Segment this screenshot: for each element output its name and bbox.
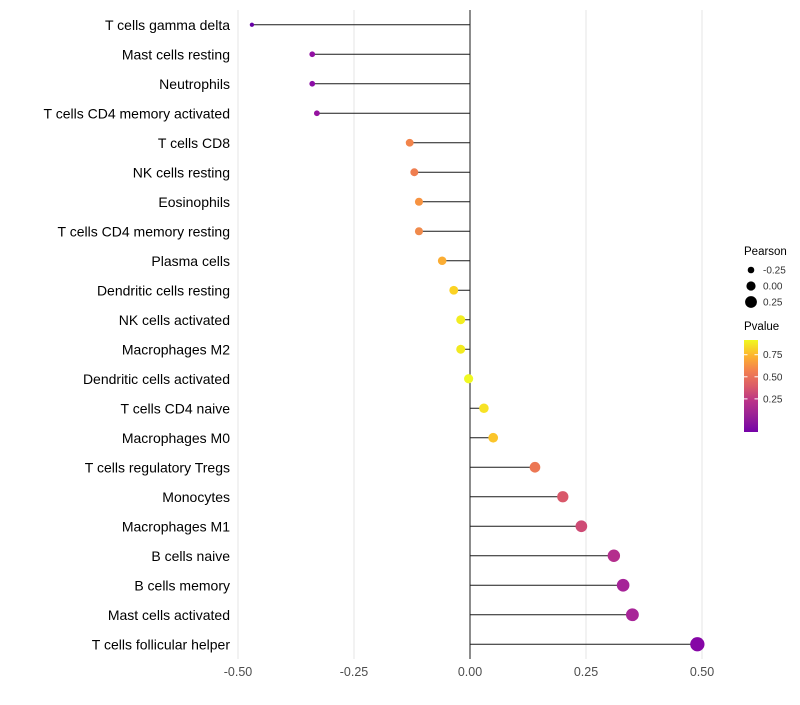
category-label: B cells memory: [134, 577, 230, 593]
category-label: T cells CD4 naive: [121, 400, 231, 416]
size-legend-label: 0.00: [763, 282, 783, 293]
size-legend-label: 0.25: [763, 298, 783, 309]
x-tick-label: 0.50: [690, 665, 714, 679]
size-legend-title: Pearson: [744, 246, 787, 258]
x-tick-label: -0.25: [340, 665, 369, 679]
category-label: Macrophages M2: [122, 341, 230, 357]
category-label: T cells CD8: [158, 135, 230, 151]
data-point: [575, 520, 588, 533]
category-label: T cells gamma delta: [105, 17, 230, 33]
color-legend-label: 0.25: [763, 394, 783, 405]
data-point: [456, 344, 466, 354]
data-point: [449, 285, 459, 295]
category-label: Macrophages M1: [122, 518, 230, 534]
x-tick-label: 0.00: [458, 665, 482, 679]
data-point: [410, 168, 419, 177]
data-point: [414, 197, 423, 206]
color-legend-label: 0.75: [763, 350, 783, 361]
data-point: [529, 461, 541, 473]
x-tick-label: 0.25: [574, 665, 598, 679]
size-legend-dot: [746, 281, 756, 291]
category-label: NK cells activated: [119, 312, 230, 328]
x-tick-label: -0.50: [224, 665, 253, 679]
category-label: Mast cells activated: [108, 607, 230, 623]
data-point: [488, 432, 499, 443]
category-label: NK cells resting: [133, 164, 230, 180]
category-label: Mast cells resting: [122, 46, 230, 62]
data-point: [616, 578, 630, 592]
data-point: [464, 374, 474, 384]
category-label: T cells CD4 memory resting: [58, 223, 230, 239]
data-point: [479, 403, 489, 414]
data-point: [309, 51, 316, 58]
data-point: [313, 110, 320, 117]
color-legend-label: 0.50: [763, 372, 783, 383]
category-label: Dendritic cells activated: [83, 371, 230, 387]
category-label: Monocytes: [162, 489, 230, 505]
category-label: Dendritic cells resting: [97, 282, 230, 298]
data-point: [456, 315, 466, 325]
category-label: T cells CD4 memory activated: [44, 105, 230, 121]
category-label: B cells naive: [151, 548, 230, 564]
data-point: [249, 22, 255, 27]
color-legend-title: Pvalue: [744, 321, 779, 333]
data-point: [690, 637, 705, 652]
size-legend-dot: [747, 266, 755, 274]
data-point: [607, 549, 621, 562]
category-label: Macrophages M0: [122, 430, 230, 446]
data-point: [557, 491, 569, 503]
category-label: Eosinophils: [158, 194, 230, 210]
size-legend-label: -0.25: [763, 266, 786, 277]
size-legend-dot: [745, 296, 757, 308]
data-point: [625, 608, 639, 622]
category-label: Plasma cells: [151, 253, 230, 269]
data-point: [437, 256, 447, 266]
pvalue-colorbar: [744, 340, 758, 432]
category-label: Neutrophils: [159, 76, 230, 92]
data-point: [405, 138, 414, 147]
data-point: [414, 227, 423, 236]
data-point: [309, 80, 316, 87]
category-label: T cells follicular helper: [92, 636, 231, 652]
category-label: T cells regulatory Tregs: [85, 459, 230, 475]
